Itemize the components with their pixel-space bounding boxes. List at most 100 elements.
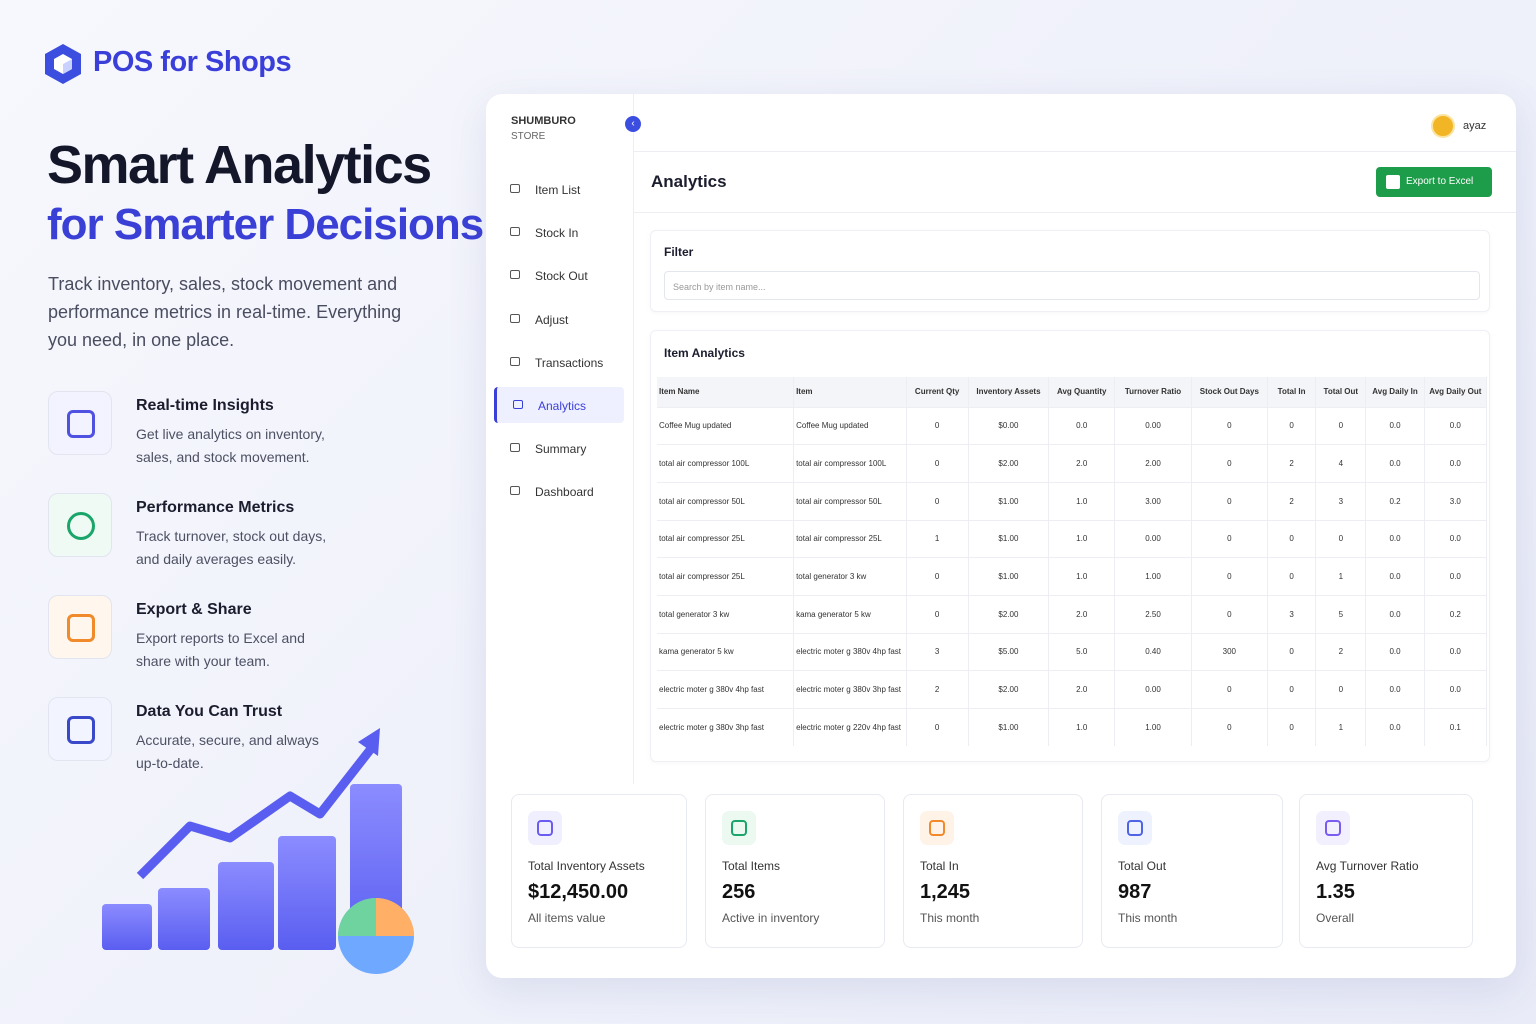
stat-icon-glyph — [929, 820, 945, 836]
store-name: SHUMBURO — [511, 115, 576, 127]
export-button[interactable]: Export to Excel — [1376, 167, 1492, 197]
table-row: total generator 3 kw kama generator 5 kw 0… — [657, 594, 1488, 634]
table-cell: $1.00 — [968, 519, 1050, 558]
feature-icon — [48, 697, 112, 761]
nav-item[interactable]: Item List — [494, 171, 624, 207]
feature: Performance Metrics Track turnover, stock… — [48, 493, 448, 567]
stat-note: Active in inventory — [722, 911, 820, 925]
avatar[interactable] — [1431, 114, 1455, 138]
table-cell: 5.0 — [1048, 632, 1116, 671]
column-header: Turnover Ratio — [1114, 377, 1192, 407]
search-input[interactable]: Search by item name... — [664, 271, 1480, 300]
table-cell: 0 — [1315, 670, 1367, 709]
table-cell: 2.0 — [1048, 670, 1116, 709]
stat-value: 987 — [1118, 881, 1152, 903]
hero-title: Smart Analytics — [47, 135, 432, 195]
table-cell: 0.2 — [1424, 594, 1488, 634]
collapse-button[interactable]: ‹ — [625, 116, 641, 132]
table-cell: $1.00 — [968, 708, 1050, 747]
brand-name: POS for Shops — [93, 46, 292, 78]
table-cell: 0.0 — [1365, 519, 1425, 558]
table-cell: 300 — [1191, 632, 1269, 671]
table-cell: 2 — [1267, 444, 1317, 483]
column-header: Item Name — [657, 377, 795, 407]
table-cell: total generator 3 kw — [793, 557, 907, 596]
table-cell: 3 — [1267, 594, 1317, 634]
feature-text: Accurate, secure, and always up-to-date. — [136, 732, 319, 771]
feature-icon — [48, 493, 112, 557]
table-cell: total air compressor 50L — [793, 481, 907, 521]
table-cell: 1.0 — [1048, 481, 1116, 521]
analytics-table: Item Name Item Current Qty Inventory Assets… — [657, 377, 1488, 747]
app-window: SHUMBURO STORE Item List Stock In Stock Ou… — [486, 94, 1516, 978]
table-cell: 3.0 — [1424, 481, 1488, 521]
table-cell: 0 — [906, 406, 969, 445]
table-cell: 2.0 — [1048, 444, 1116, 483]
stat-icon-glyph — [1127, 820, 1143, 836]
table-cell: 4 — [1315, 444, 1367, 483]
nav-item[interactable]: Transactions — [494, 344, 624, 380]
nav-item[interactable]: Dashboard — [494, 473, 624, 509]
table-cell: 0.0 — [1424, 406, 1488, 445]
nav-item[interactable]: Analytics — [494, 387, 624, 423]
table-cell: 0 — [1191, 519, 1269, 558]
table-cell: 0.2 — [1365, 481, 1425, 521]
table-cell: 0 — [1191, 444, 1269, 483]
table-row: total air compressor 100L total air compr… — [657, 444, 1488, 483]
table-cell: 0.0 — [1424, 519, 1488, 558]
table-cell: 0.0 — [1424, 444, 1488, 483]
nav-icon — [510, 486, 520, 496]
nav-label: Adjust — [535, 312, 569, 327]
table-cell: 0.00 — [1114, 670, 1192, 709]
stat-note: Overall — [1316, 911, 1355, 925]
table-cell: 0 — [1191, 481, 1269, 521]
table-cell: 0 — [906, 557, 969, 596]
feature-icon — [48, 595, 112, 659]
table-cell: 1 — [1315, 557, 1367, 596]
table-cell: 0.00 — [1114, 406, 1192, 445]
nav-item[interactable]: Stock In — [494, 214, 624, 250]
feature: Export & Share Export reports to Excel an… — [48, 595, 448, 669]
nav-icon — [510, 313, 520, 323]
table-cell: 0.0 — [1048, 406, 1116, 445]
nav-icon — [510, 227, 520, 237]
table-title: Item Analytics — [664, 346, 745, 360]
table-cell: 0.0 — [1424, 557, 1488, 596]
feature-title: Real-time Insights — [136, 397, 274, 414]
feature-text: Track turnover, stock out days, and dail… — [136, 528, 327, 567]
table-cell: $2.00 — [968, 444, 1050, 483]
nav-label: Stock Out — [535, 269, 588, 284]
table-cell: 0 — [1191, 670, 1269, 709]
table-cell: 0.40 — [1114, 632, 1192, 671]
nav-item[interactable]: Adjust — [494, 301, 624, 337]
header-divider — [634, 151, 1516, 152]
table-cell: 0 — [1267, 632, 1317, 671]
user-name[interactable]: ayaz — [1463, 120, 1487, 132]
table-cell: 5 — [1315, 594, 1367, 634]
table-row: electric moter g 380v 4hp fast electric m… — [657, 670, 1488, 709]
feature-title: Performance Metrics — [136, 499, 295, 516]
stat-label: Total Inventory Assets — [528, 859, 645, 873]
table-cell: 0 — [1267, 557, 1317, 596]
table-cell: 0 — [1267, 708, 1317, 747]
feature-icon — [48, 391, 112, 455]
stat-value: 1,245 — [920, 881, 971, 903]
table-cell: 3 — [1315, 481, 1367, 521]
feature: Data You Can Trust Accurate, secure, and … — [48, 697, 448, 771]
table-cell: kama generator 5 kw — [657, 632, 795, 671]
stat-card: Total Items 256 Active in inventory — [705, 794, 885, 948]
column-header: Inventory Assets — [968, 377, 1050, 407]
nav-item[interactable]: Summary — [494, 430, 624, 466]
table-cell: 0 — [1267, 519, 1317, 558]
table-row: total air compressor 50L total air compre… — [657, 481, 1488, 521]
table-cell: total air compressor 25L — [793, 519, 907, 558]
table-cell: $1.00 — [968, 481, 1050, 521]
column-header: Stock Out Days — [1191, 377, 1269, 407]
column-header: Avg Daily Out — [1424, 377, 1488, 407]
table-cell: 0 — [906, 594, 969, 634]
table-cell: $5.00 — [968, 632, 1050, 671]
table-cell: total air compressor 25L — [657, 557, 795, 596]
logo — [45, 44, 81, 84]
nav-item[interactable]: Stock Out — [494, 257, 624, 293]
